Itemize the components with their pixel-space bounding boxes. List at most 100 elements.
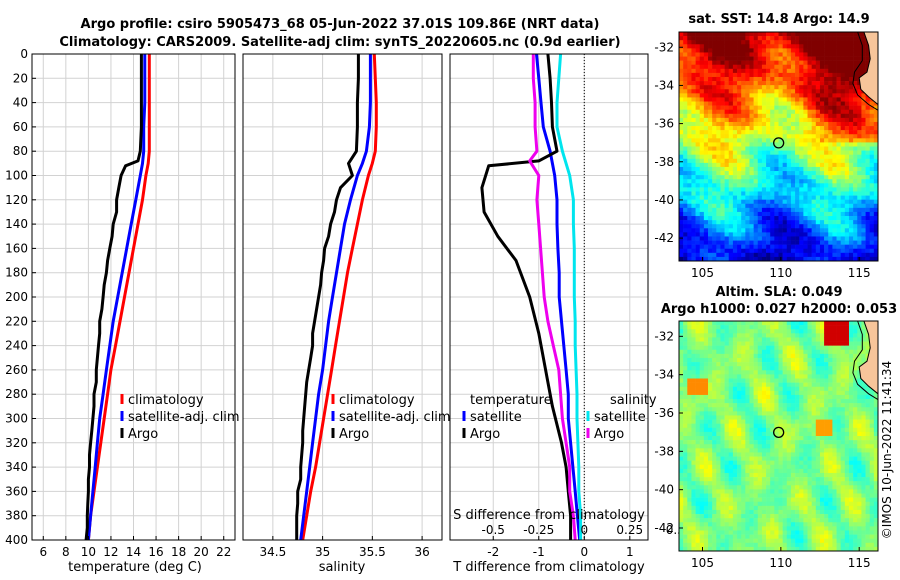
map-cell	[745, 440, 750, 445]
map-cell	[824, 48, 829, 53]
map-cell	[828, 126, 833, 131]
map-cell	[815, 142, 821, 147]
map-cell	[716, 353, 721, 359]
map-cell	[795, 52, 800, 57]
map-cell	[761, 232, 767, 237]
map-cell	[745, 530, 750, 535]
map-cell	[819, 374, 825, 379]
map-cell	[753, 232, 759, 237]
map-cell	[815, 505, 821, 511]
map-cell	[741, 444, 746, 449]
map-cell	[691, 150, 696, 155]
map-cell	[815, 440, 821, 445]
map-cell	[786, 403, 792, 408]
map-cell	[790, 248, 796, 254]
map-cell	[857, 154, 862, 160]
map-cell	[774, 138, 779, 143]
map-cell	[824, 68, 829, 74]
map-cell	[811, 126, 817, 131]
map-cell	[708, 60, 713, 66]
map-cell	[799, 68, 804, 74]
map-cell	[770, 337, 775, 342]
map-cell	[724, 175, 730, 180]
map-cell	[691, 183, 696, 188]
map-cell	[720, 472, 725, 478]
map-cell	[708, 183, 713, 188]
map-cell	[766, 48, 771, 53]
map-cell	[761, 460, 767, 466]
map-cell	[720, 538, 725, 544]
map-cell	[683, 142, 688, 147]
map-cell	[683, 36, 688, 41]
map-cell	[720, 158, 725, 164]
map-cell	[732, 48, 738, 53]
map-cell	[782, 366, 788, 371]
map-cell	[828, 325, 833, 330]
map-cell	[695, 203, 701, 209]
map-cell	[699, 72, 705, 78]
map-cell	[708, 452, 713, 457]
map-cell	[848, 240, 854, 245]
map-cell	[869, 228, 875, 233]
map-cell	[757, 68, 763, 74]
map-cell	[844, 207, 850, 213]
map-cell	[828, 501, 833, 507]
map-cell	[712, 150, 717, 155]
map-cell	[786, 195, 792, 200]
map-cell	[761, 370, 767, 375]
map-cell	[699, 236, 705, 241]
map-cell	[699, 333, 705, 338]
map-cell	[732, 56, 738, 61]
map-cell	[716, 518, 721, 523]
map-cell	[857, 203, 862, 209]
map-cell	[741, 505, 746, 511]
map-cell	[712, 179, 717, 184]
map-cell	[770, 427, 775, 433]
map-cell	[807, 72, 812, 78]
map-cell	[824, 81, 829, 86]
map-cell	[824, 97, 829, 102]
map-cell	[749, 32, 754, 37]
s-tick-label: 0	[580, 523, 588, 537]
map-cell	[815, 374, 821, 379]
map-cell	[774, 518, 779, 523]
map-cell	[749, 121, 754, 127]
map-cell	[807, 337, 812, 342]
map-cell	[803, 211, 808, 217]
map-cell	[836, 158, 841, 164]
map-cell	[811, 456, 817, 461]
map-cell	[720, 444, 725, 449]
map-cell	[761, 36, 767, 41]
map-cell	[724, 497, 730, 503]
map-cell	[828, 207, 833, 213]
map-cell	[782, 203, 788, 209]
map-cell	[687, 64, 692, 70]
map-cell	[749, 199, 754, 205]
map-cell	[741, 44, 746, 49]
map-cell	[844, 146, 850, 151]
map-cell	[803, 109, 808, 115]
map-cell	[753, 256, 759, 261]
map-cell	[732, 481, 738, 486]
map-cell	[828, 97, 833, 102]
map-cell	[699, 464, 705, 470]
map-cell	[803, 489, 808, 494]
map-cell	[778, 105, 783, 110]
map-cell	[832, 44, 837, 49]
map-cell	[799, 93, 804, 98]
map-cell	[708, 394, 713, 400]
map-cell	[699, 481, 705, 486]
map-cell	[737, 534, 742, 539]
map-cell	[770, 349, 775, 355]
map-cell	[782, 76, 788, 82]
map-cell	[873, 146, 878, 151]
map-cell	[695, 427, 701, 433]
map-cell	[832, 56, 837, 61]
map-cell	[732, 341, 738, 346]
map-cell	[786, 228, 792, 233]
map-cell	[869, 203, 875, 209]
map-cell	[728, 468, 734, 474]
map-cell	[853, 171, 858, 176]
map-cell	[790, 244, 796, 250]
map-cell	[728, 81, 734, 86]
